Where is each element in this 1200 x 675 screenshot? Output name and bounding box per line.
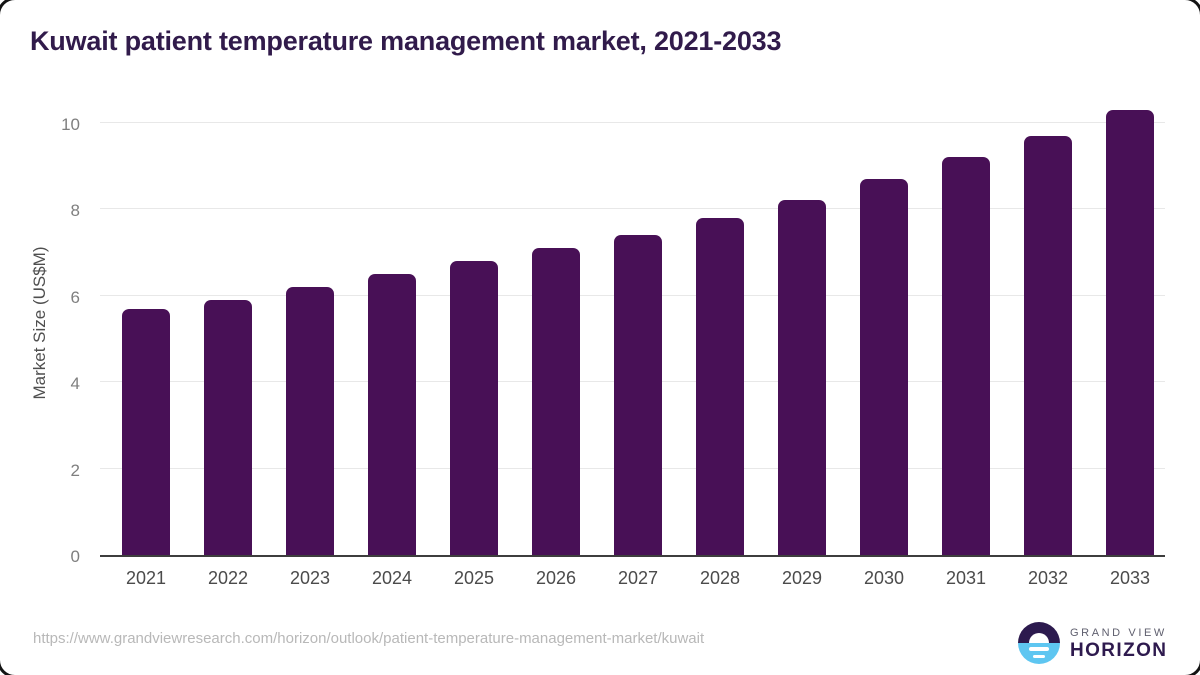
- bar-2025: [450, 260, 498, 555]
- logo-text: GRAND VIEW HORIZON: [1070, 626, 1167, 661]
- x-tick-label: 2032: [1027, 568, 1069, 588]
- bar-2033: [1106, 109, 1154, 555]
- x-tick-label: 2022: [207, 568, 249, 588]
- x-tick-label: 2024: [371, 568, 413, 588]
- bar-2031: [942, 157, 990, 555]
- gridline: [100, 208, 1165, 210]
- x-tick-label: 2033: [1109, 568, 1151, 588]
- grand-view-horizon-logo: GRAND VIEW HORIZON: [1018, 622, 1167, 664]
- bar-2023: [286, 286, 334, 555]
- plot-area: [100, 90, 1165, 557]
- chart-title: Kuwait patient temperature management ma…: [30, 26, 782, 56]
- bar-2028: [696, 217, 744, 555]
- y-tick-label: 6: [70, 287, 80, 307]
- bar-2024: [368, 273, 416, 555]
- y-tick-label: 4: [70, 374, 80, 394]
- logo-brand-name: GRAND VIEW: [1070, 626, 1167, 639]
- x-tick-label: 2027: [617, 568, 659, 588]
- bar-2029: [778, 200, 826, 555]
- y-tick-label: 2: [70, 460, 80, 480]
- x-tick-label: 2023: [289, 568, 331, 588]
- gridline: [100, 121, 1165, 123]
- source-url: https://www.grandviewresearch.com/horizo…: [33, 630, 705, 647]
- y-tick-label: 10: [61, 114, 80, 134]
- y-tick-label: 0: [70, 547, 80, 566]
- bar-2021: [122, 308, 170, 555]
- x-tick-label: 2029: [781, 568, 823, 588]
- x-tick-label: 2021: [125, 568, 167, 588]
- x-tick-label: 2025: [453, 568, 495, 588]
- x-tick-label: 2028: [699, 568, 741, 588]
- x-tick-label: 2031: [945, 568, 987, 588]
- bar-2027: [614, 235, 662, 555]
- y-tick-label: 8: [70, 201, 80, 221]
- x-axis-labels: 2021 2022 2023 2024 2025 2026 2027 2028 2029 2030…: [100, 568, 1165, 596]
- y-axis-ticks: 0 2 4 6 8 10: [0, 90, 88, 565]
- horizon-sun-icon: [1018, 622, 1060, 664]
- logo-product-name: HORIZON: [1070, 639, 1168, 661]
- bar-2022: [204, 299, 252, 555]
- bar-2026: [532, 248, 580, 555]
- bar-2032: [1024, 135, 1072, 555]
- bar-2030: [860, 178, 908, 555]
- x-tick-label: 2026: [535, 568, 577, 588]
- x-tick-label: 2030: [863, 568, 905, 588]
